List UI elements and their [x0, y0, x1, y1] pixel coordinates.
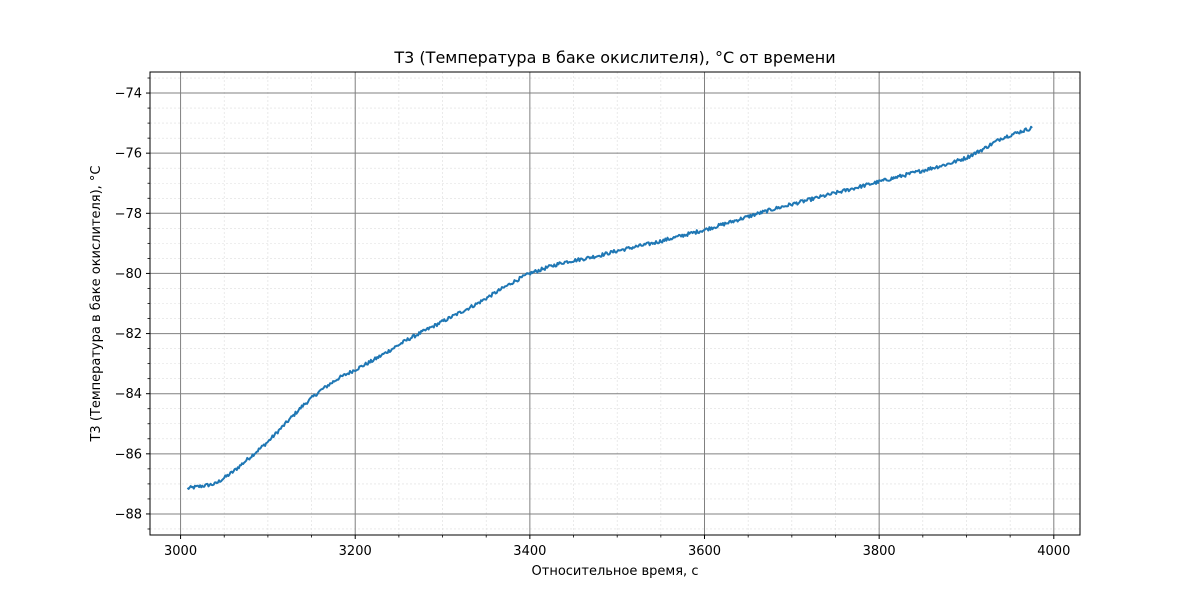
x-tick-label: 3200: [339, 544, 372, 559]
y-tick-label: −78: [115, 207, 142, 222]
y-tick-label: −88: [115, 507, 142, 522]
axis-ticks: 3000 3200 3400 3600 3800 4000 −74 −76 −78 −80 −82 −…: [115, 77, 1070, 559]
x-tick-label: 4000: [1037, 544, 1070, 559]
y-tick-label: −74: [115, 87, 142, 102]
y-tick-label: −80: [115, 267, 142, 282]
y-tick-label: −86: [115, 447, 142, 462]
y-tick-label: −84: [115, 387, 142, 402]
major-grid: [150, 72, 1080, 535]
series-layer: [186, 125, 1033, 490]
x-tick-label: 3400: [513, 544, 546, 559]
x-tick-label: 3600: [688, 544, 721, 559]
minor-grid: [150, 72, 1080, 535]
series-line: [186, 125, 1033, 490]
y-axis-label: T3 (Температура в баке окислителя), °C: [89, 165, 104, 442]
x-tick-label: 3800: [863, 544, 896, 559]
chart-title: T3 (Температура в баке окислителя), °C о…: [393, 48, 835, 67]
x-axis-label: Относительное время, с: [532, 564, 699, 579]
y-tick-label: −76: [115, 147, 142, 162]
y-tick-label: −82: [115, 327, 142, 342]
x-tick-label: 3000: [164, 544, 197, 559]
